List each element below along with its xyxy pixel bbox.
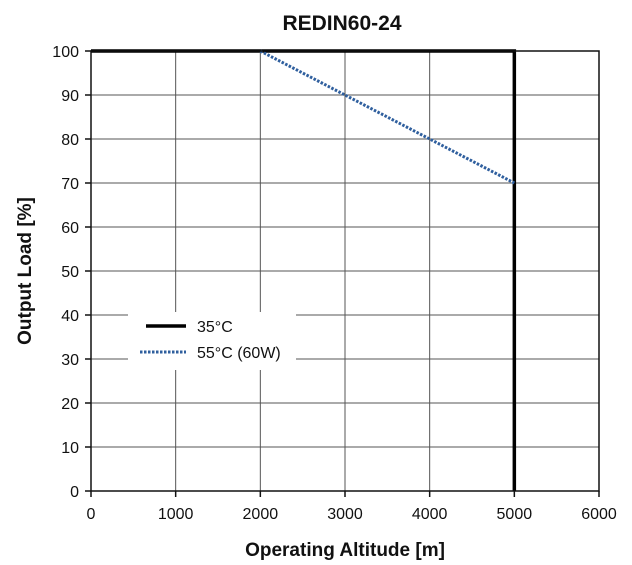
y-tick-label: 10 <box>61 440 79 457</box>
y-tick-label: 50 <box>61 264 79 281</box>
y-axis-label: Output Load [%] <box>15 197 36 345</box>
x-axis-ticks: 0 1000 2000 3000 4000 5000 6000 <box>87 491 617 523</box>
y-tick-label: 100 <box>52 44 79 61</box>
legend-box <box>128 312 296 370</box>
legend-label-35c: 35°C <box>197 319 233 336</box>
x-tick-label: 6000 <box>581 506 617 523</box>
chart-title: REDIN60-24 <box>282 12 401 35</box>
x-axis-label: Operating Altitude [m] <box>245 540 445 561</box>
x-tick-label: 3000 <box>327 506 363 523</box>
y-tick-label: 20 <box>61 396 79 413</box>
x-tick-label: 4000 <box>412 506 448 523</box>
legend-label-55c: 55°C (60W) <box>197 345 281 362</box>
y-tick-label: 90 <box>61 88 79 105</box>
x-tick-label: 2000 <box>243 506 279 523</box>
x-tick-label: 0 <box>87 506 96 523</box>
x-tick-label: 5000 <box>497 506 533 523</box>
y-tick-label: 70 <box>61 176 79 193</box>
y-tick-label: 60 <box>61 220 79 237</box>
x-tick-label: 1000 <box>158 506 194 523</box>
y-tick-label: 30 <box>61 352 79 369</box>
grid <box>91 51 599 491</box>
series-line-55c-60w <box>259 49 516 185</box>
y-axis-ticks: 0 10 20 30 40 50 60 70 80 90 100 <box>52 44 91 501</box>
y-tick-label: 80 <box>61 132 79 149</box>
legend: 35°C 55°C (60W) <box>128 312 296 370</box>
y-tick-label: 0 <box>70 484 79 501</box>
y-tick-label: 40 <box>61 308 79 325</box>
